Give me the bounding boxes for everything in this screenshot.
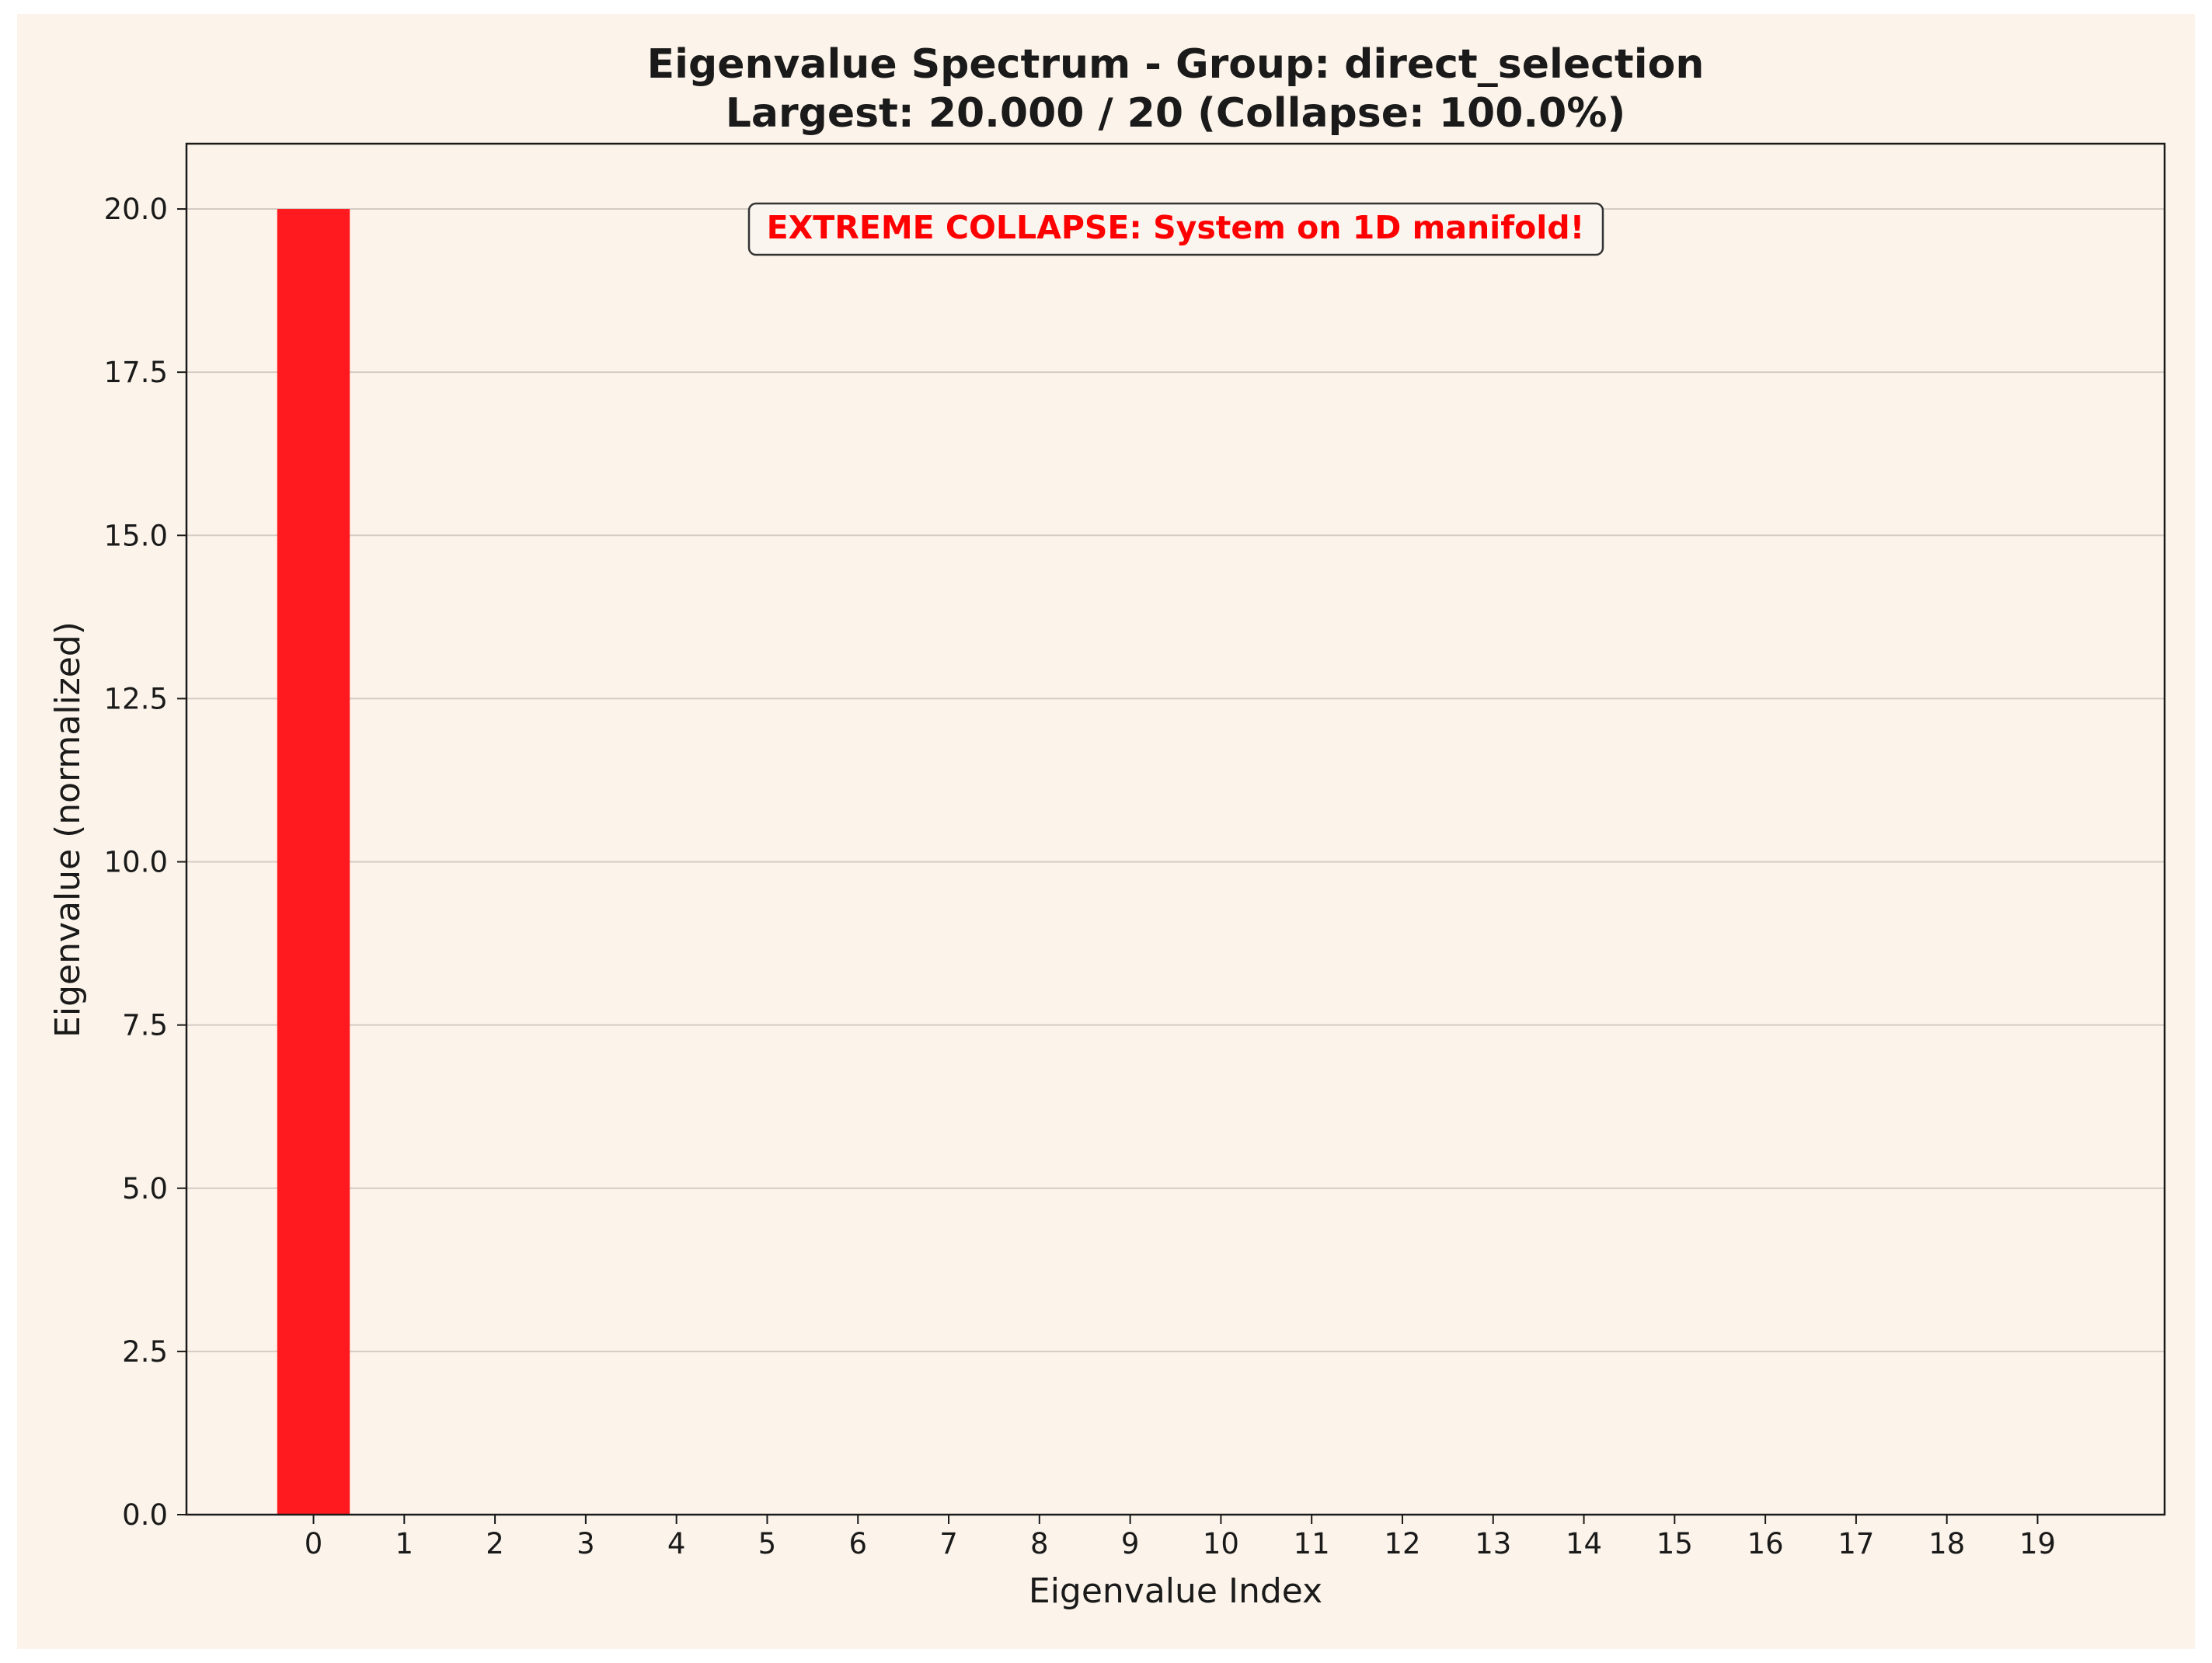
x-tick-label: 19: [2019, 1527, 2056, 1560]
y-gridlines: [186, 208, 2165, 1352]
annotation-box: EXTREME COLLAPSE: System on 1D manifold!: [747, 202, 1604, 256]
y-tick-label: 10.0: [104, 846, 168, 879]
x-tick-label: 18: [1928, 1527, 1965, 1560]
y-tick-label: 15.0: [104, 519, 168, 552]
x-tick-label: 3: [577, 1527, 595, 1560]
plot-area-background: [186, 144, 2165, 1515]
x-tick-label: 17: [1838, 1527, 1874, 1560]
x-tick-label: 12: [1384, 1527, 1420, 1560]
x-tick-label: 9: [1121, 1527, 1140, 1560]
y-tick-label: 7.5: [122, 1009, 168, 1042]
x-tick-label: 0: [305, 1527, 323, 1560]
x-tick-label: 1: [395, 1527, 414, 1560]
bars: [277, 209, 350, 1515]
y-tick-label: 17.5: [104, 356, 168, 389]
bar-index-0: [277, 209, 350, 1515]
chart-subtitle: Largest: 20.000 / 20 (Collapse: 100.0%): [726, 90, 1625, 137]
x-tick-label: 13: [1475, 1527, 1511, 1560]
y-tick-label: 5.0: [122, 1172, 168, 1206]
x-tick-label: 6: [848, 1527, 867, 1560]
y-axis-ticks: 0.0 2.5 5.0 7.5 10.0 12.5 15.0 17.5 20.0: [104, 193, 186, 1532]
x-tick-label: 15: [1656, 1527, 1693, 1560]
x-axis-label: Eigenvalue Index: [1029, 1571, 1322, 1611]
x-tick-label: 11: [1294, 1527, 1330, 1560]
x-tick-label: 10: [1203, 1527, 1239, 1560]
y-tick-label: 20.0: [104, 193, 168, 226]
x-tick-label: 7: [939, 1527, 958, 1560]
y-tick-label: 2.5: [122, 1335, 168, 1369]
y-tick-label: 0.0: [122, 1498, 168, 1532]
x-tick-label: 2: [486, 1527, 504, 1560]
collapse-warning-annotation: EXTREME COLLAPSE: System on 1D manifold!: [767, 209, 1585, 246]
x-tick-label: 5: [758, 1527, 777, 1560]
x-tick-label: 14: [1566, 1527, 1602, 1560]
y-tick-label: 12.5: [104, 682, 168, 715]
y-axis-label: Eigenvalue (normalized): [48, 621, 88, 1038]
chart-title: Eigenvalue Spectrum - Group: direct_sele…: [647, 41, 1705, 88]
plot-frame: [185, 142, 2166, 1516]
x-tick-label: 4: [667, 1527, 686, 1560]
x-tick-label: 16: [1747, 1527, 1784, 1560]
annotation-box-frame: [747, 202, 1604, 256]
x-axis-ticks: 0 1 2 3 4 5 6 7 8 9 10 11 12 13 14 15 16 17 18 19: [305, 1515, 2056, 1560]
x-tick-label: 8: [1030, 1527, 1049, 1560]
